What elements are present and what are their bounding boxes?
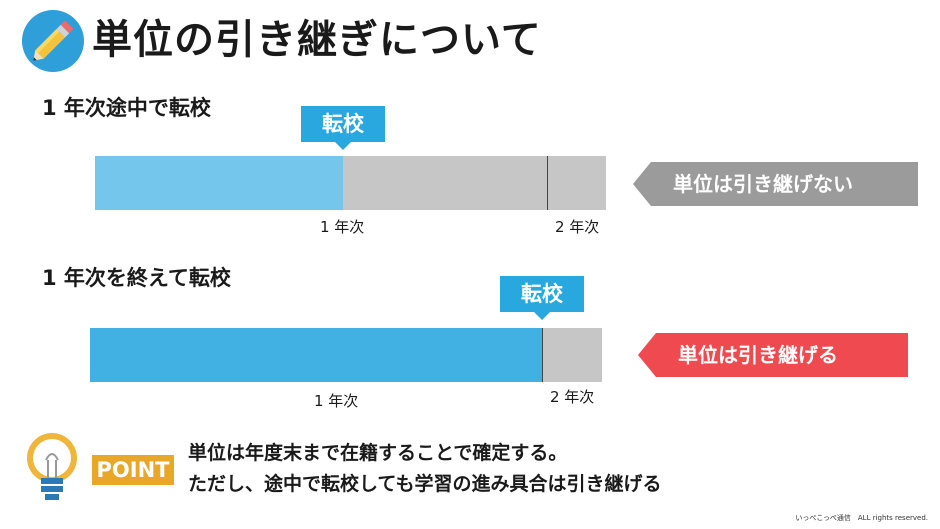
copyright-credit: いっぺこっぺ通信 ALL rights reserved. (795, 514, 928, 522)
year2-label: 2 年次 (555, 218, 600, 236)
year1-label: 1 年次 (320, 218, 365, 236)
earned-segment (95, 156, 343, 210)
point-text-line2: ただし、途中で転校しても学習の進み具合は引き継げる (188, 473, 662, 495)
page-title: 単位の引き継ぎについて (92, 17, 542, 63)
earned-segment (90, 328, 542, 382)
callout-transferable: 単位は引き継げる (638, 333, 908, 377)
callout-not-transferable: 単位は引き継げない (633, 162, 918, 206)
transfer-tag: 転校 (301, 106, 385, 150)
year2-label: 2 年次 (550, 388, 595, 406)
year-divider (547, 156, 548, 210)
credit-bar-after-year (90, 328, 602, 382)
credit-bar-mid-year (95, 156, 606, 210)
point-text-line1: 単位は年度末まで在籍することで確定する。 (188, 442, 568, 464)
section-title-after-year: 1 年次を終えて転校 (42, 266, 231, 290)
year2-segment (543, 328, 602, 382)
year1-label: 1 年次 (314, 392, 359, 410)
pencil-icon (22, 10, 84, 72)
lightbulb-icon (27, 433, 77, 500)
remaining-segment (343, 156, 547, 210)
transfer-tag: 転校 (500, 276, 584, 320)
year2-segment (548, 156, 606, 210)
point-badge: POINT (92, 455, 174, 485)
section-title-mid-year: 1 年次途中で転校 (42, 96, 211, 120)
year-divider (542, 328, 543, 382)
